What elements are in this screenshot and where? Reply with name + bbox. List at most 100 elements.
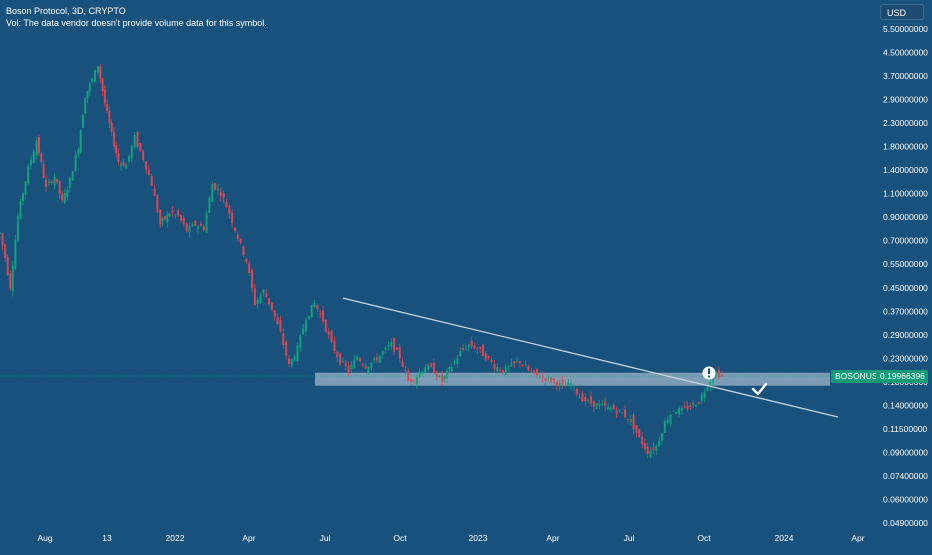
- candle: [156, 193, 159, 214]
- candle: [479, 346, 482, 353]
- candle: [97, 66, 100, 76]
- candle: [584, 393, 587, 407]
- candle: [598, 399, 601, 410]
- candle: [720, 370, 723, 377]
- candle: [384, 345, 387, 354]
- candle: [618, 409, 621, 413]
- candle: [527, 364, 530, 372]
- candle: [516, 356, 519, 364]
- candle: [182, 215, 185, 228]
- candle: [166, 211, 169, 228]
- candle: [265, 289, 268, 298]
- support-zone[interactable]: [315, 372, 830, 386]
- candle: [208, 195, 211, 214]
- candle: [378, 355, 381, 364]
- candle: [427, 362, 430, 372]
- candle: [205, 210, 208, 234]
- candle: [42, 160, 45, 179]
- candle: [555, 380, 558, 391]
- candle: [88, 81, 91, 97]
- candle: [530, 367, 533, 373]
- candle: [231, 209, 234, 228]
- candle: [185, 222, 188, 233]
- candle: [643, 439, 646, 453]
- candle: [607, 402, 610, 411]
- candle: [61, 191, 64, 203]
- candle: [367, 365, 370, 376]
- candle: [99, 63, 102, 84]
- candle: [68, 176, 71, 193]
- candle: [535, 368, 538, 379]
- x-tick-label: Apr: [242, 533, 255, 543]
- candle: [4, 243, 7, 263]
- candle: [287, 355, 290, 368]
- candle: [239, 238, 242, 245]
- candle: [689, 402, 692, 410]
- candle: [259, 292, 262, 305]
- candle: [601, 400, 604, 407]
- candle: [336, 350, 339, 363]
- candle: [430, 362, 433, 368]
- candle: [714, 370, 717, 380]
- descending-trendline[interactable]: [342, 297, 839, 418]
- currency-button[interactable]: USD: [880, 4, 924, 20]
- y-tick-label: 0.70000000: [883, 236, 928, 246]
- candle: [53, 173, 56, 190]
- candle: [441, 370, 444, 386]
- candle: [81, 114, 84, 128]
- candle: [161, 216, 164, 227]
- candle: [518, 360, 521, 368]
- candle: [353, 354, 356, 370]
- candle: [700, 391, 703, 405]
- candle: [395, 346, 398, 350]
- candle: [74, 150, 77, 172]
- candle: [578, 393, 581, 398]
- candle: [641, 432, 644, 449]
- checkmark-icon: [751, 382, 768, 396]
- candle: [612, 403, 615, 411]
- candle: [310, 304, 313, 318]
- candle: [168, 212, 171, 218]
- candle: [245, 258, 248, 265]
- candle: [482, 343, 485, 357]
- y-tick-label: 0.04900000: [883, 518, 928, 528]
- candle: [547, 375, 550, 383]
- candle: [108, 107, 111, 129]
- y-tick-label: 0.29000000: [883, 330, 928, 340]
- y-tick-label: 0.23000000: [883, 353, 928, 363]
- candle: [216, 183, 219, 195]
- y-tick-label: 0.55000000: [883, 259, 928, 269]
- candle: [279, 315, 282, 333]
- x-tick-label: Oct: [697, 533, 711, 543]
- candle: [421, 370, 424, 376]
- candle: [63, 188, 66, 205]
- candle: [609, 405, 612, 413]
- candle: [219, 187, 222, 202]
- candle: [464, 344, 467, 351]
- candle: [136, 130, 139, 149]
- candle: [122, 158, 125, 167]
- candle: [373, 356, 376, 363]
- candle: [446, 367, 449, 384]
- candle: [339, 351, 342, 367]
- candle: [307, 315, 310, 321]
- x-tick-label: Jul: [624, 533, 635, 543]
- x-tick-label: 2022: [166, 533, 185, 543]
- candle: [344, 359, 347, 371]
- candle: [678, 405, 681, 418]
- candle: [462, 343, 465, 352]
- candle: [94, 69, 97, 83]
- candle: [418, 368, 421, 379]
- candle: [564, 380, 567, 387]
- x-tick-label: Oct: [393, 533, 407, 543]
- candle: [37, 134, 40, 156]
- candle: [139, 142, 142, 152]
- candle: [282, 328, 285, 349]
- candle: [29, 155, 32, 169]
- candle: [570, 379, 573, 390]
- candle: [150, 173, 153, 186]
- candle: [236, 232, 239, 242]
- x-tick-label: Apr: [546, 533, 559, 543]
